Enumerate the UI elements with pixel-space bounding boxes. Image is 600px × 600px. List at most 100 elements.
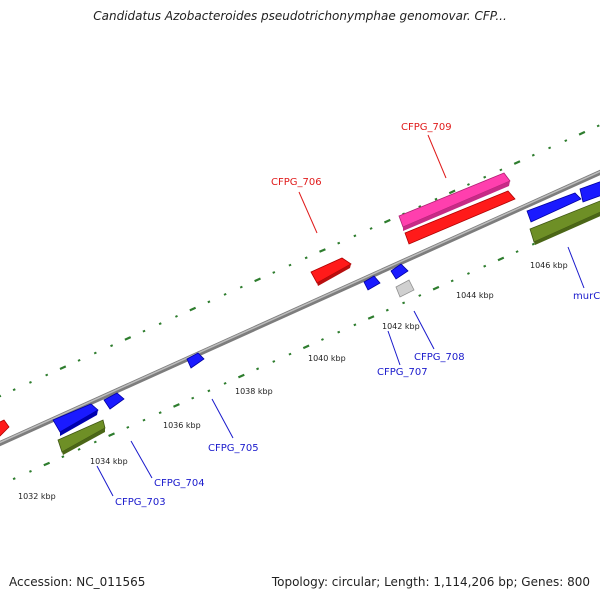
minor-tick — [434, 197, 438, 201]
minor-tick — [385, 308, 389, 312]
leader-cfpg-704 — [130, 440, 153, 479]
minor-tick — [353, 323, 357, 327]
major-tick — [513, 160, 521, 165]
leader-cfpg-703 — [96, 465, 114, 497]
leader-cfpg-705 — [211, 398, 234, 439]
scale-label: 1042 kbp — [382, 322, 420, 331]
leader-murc — [567, 246, 585, 289]
major-tick — [383, 218, 391, 224]
scale-labels: 1032 kbp 1034 kbp 1036 kbp 1038 kbp 1040… — [18, 261, 568, 501]
gene-label-cfpg-703[interactable]: CFPG_703 — [115, 497, 166, 508]
gene-label-cfpg-707[interactable]: CFPG_707 — [377, 367, 428, 378]
minor-tick — [499, 168, 503, 172]
gene-label-cfpg-704[interactable]: CFPG_704 — [154, 478, 205, 489]
leader-cfpg-709 — [427, 134, 447, 179]
major-tick — [302, 344, 310, 350]
gene-box-murc[interactable] — [529, 199, 600, 243]
minor-tick — [466, 272, 470, 275]
minor-tick — [223, 381, 227, 385]
minor-tick — [174, 314, 178, 318]
major-tick — [367, 315, 375, 320]
major-tick — [189, 306, 197, 312]
genome-backbone — [0, 169, 600, 447]
minor-tick — [142, 418, 146, 422]
minor-tick — [45, 373, 49, 377]
minor-tick — [304, 256, 308, 260]
minor-tick — [272, 271, 276, 274]
major-tick — [254, 277, 261, 283]
leader-cfpg-706 — [298, 191, 318, 234]
minor-tick — [207, 389, 211, 393]
minor-tick — [337, 241, 341, 245]
gene-arrow-red[interactable] — [0, 419, 10, 438]
genome-summary-text: Topology: circular; Length: 1,114,206 bp… — [271, 575, 590, 589]
minor-tick — [337, 330, 341, 334]
minor-tick — [402, 301, 406, 305]
minor-tick — [126, 425, 130, 429]
minor-tick — [239, 285, 243, 289]
minor-tick — [596, 124, 600, 128]
minor-tick — [450, 279, 454, 283]
major-tick — [108, 432, 115, 438]
major-tick — [124, 336, 132, 341]
minor-tick — [61, 455, 65, 459]
gene-arrow-cfpg-709-shade — [403, 181, 510, 231]
major-tick — [237, 373, 245, 379]
minor-tick — [564, 139, 568, 143]
major-tick — [432, 285, 440, 291]
major-tick — [448, 189, 456, 195]
minor-tick — [191, 396, 195, 400]
scale-label: 1036 kbp — [163, 421, 201, 430]
gene-arrow-cfpg-708[interactable] — [390, 263, 409, 280]
accession-text: Accession: NC_011565 — [9, 575, 146, 589]
minor-tick — [320, 338, 324, 341]
minor-tick — [223, 292, 227, 296]
minor-tick — [483, 264, 487, 268]
minor-tick — [531, 153, 535, 157]
minor-tick — [515, 250, 519, 254]
scale-label: 1034 kbp — [90, 457, 128, 466]
minor-tick — [142, 329, 146, 333]
minor-tick — [272, 360, 276, 363]
minor-tick — [531, 242, 535, 246]
gene-label-cfpg-708[interactable]: CFPG_708 — [414, 352, 465, 363]
gene-label-cfpg-706[interactable]: CFPG_706 — [271, 177, 322, 188]
gene-arrow-cfpg-703-shade — [60, 410, 98, 436]
gene-label-murc[interactable]: murC — [573, 291, 600, 302]
major-tick — [173, 403, 180, 408]
minor-tick — [466, 183, 470, 186]
leader-cfpg-708 — [413, 310, 435, 350]
minor-tick — [77, 447, 81, 451]
gene-arrow-blue-right-edge[interactable] — [579, 180, 600, 203]
scale-label: 1038 kbp — [235, 387, 273, 396]
gene-arrow-cfpg-704[interactable] — [103, 392, 125, 410]
gene-arrow-cfpg-705[interactable] — [186, 352, 205, 369]
gene-arrow-cfpg-707[interactable] — [363, 275, 381, 291]
major-tick — [497, 256, 505, 262]
minor-tick — [77, 358, 81, 362]
scale-label: 1040 kbp — [308, 354, 346, 363]
gene-box-gray[interactable] — [395, 279, 415, 298]
gene-labels: CFPG_703 CFPG_704 CFPG_705 CFPG_706 CFPG… — [115, 122, 600, 508]
gene-box-olive-703-shade — [62, 428, 105, 455]
major-tick — [319, 248, 326, 253]
gene-arrow-red-709b[interactable] — [404, 190, 516, 245]
minor-tick — [353, 234, 357, 238]
major-tick — [59, 365, 67, 371]
minor-tick — [110, 344, 114, 348]
minor-tick — [158, 411, 162, 415]
minor-tick — [288, 263, 292, 267]
gene-label-cfpg-709[interactable]: CFPG_709 — [401, 122, 452, 133]
major-tick — [578, 130, 586, 136]
minor-tick — [29, 469, 32, 473]
gene-arrow-blue-right[interactable] — [526, 192, 582, 223]
gene-label-cfpg-705[interactable]: CFPG_705 — [208, 443, 259, 454]
minor-tick — [369, 227, 373, 230]
leader-cfpg-707 — [387, 330, 401, 366]
gene-arrow-cfpg-706-shade — [317, 264, 351, 286]
scale-label: 1044 kbp — [456, 291, 494, 300]
upper-scale-ticks — [0, 124, 600, 398]
minor-tick — [93, 351, 97, 355]
